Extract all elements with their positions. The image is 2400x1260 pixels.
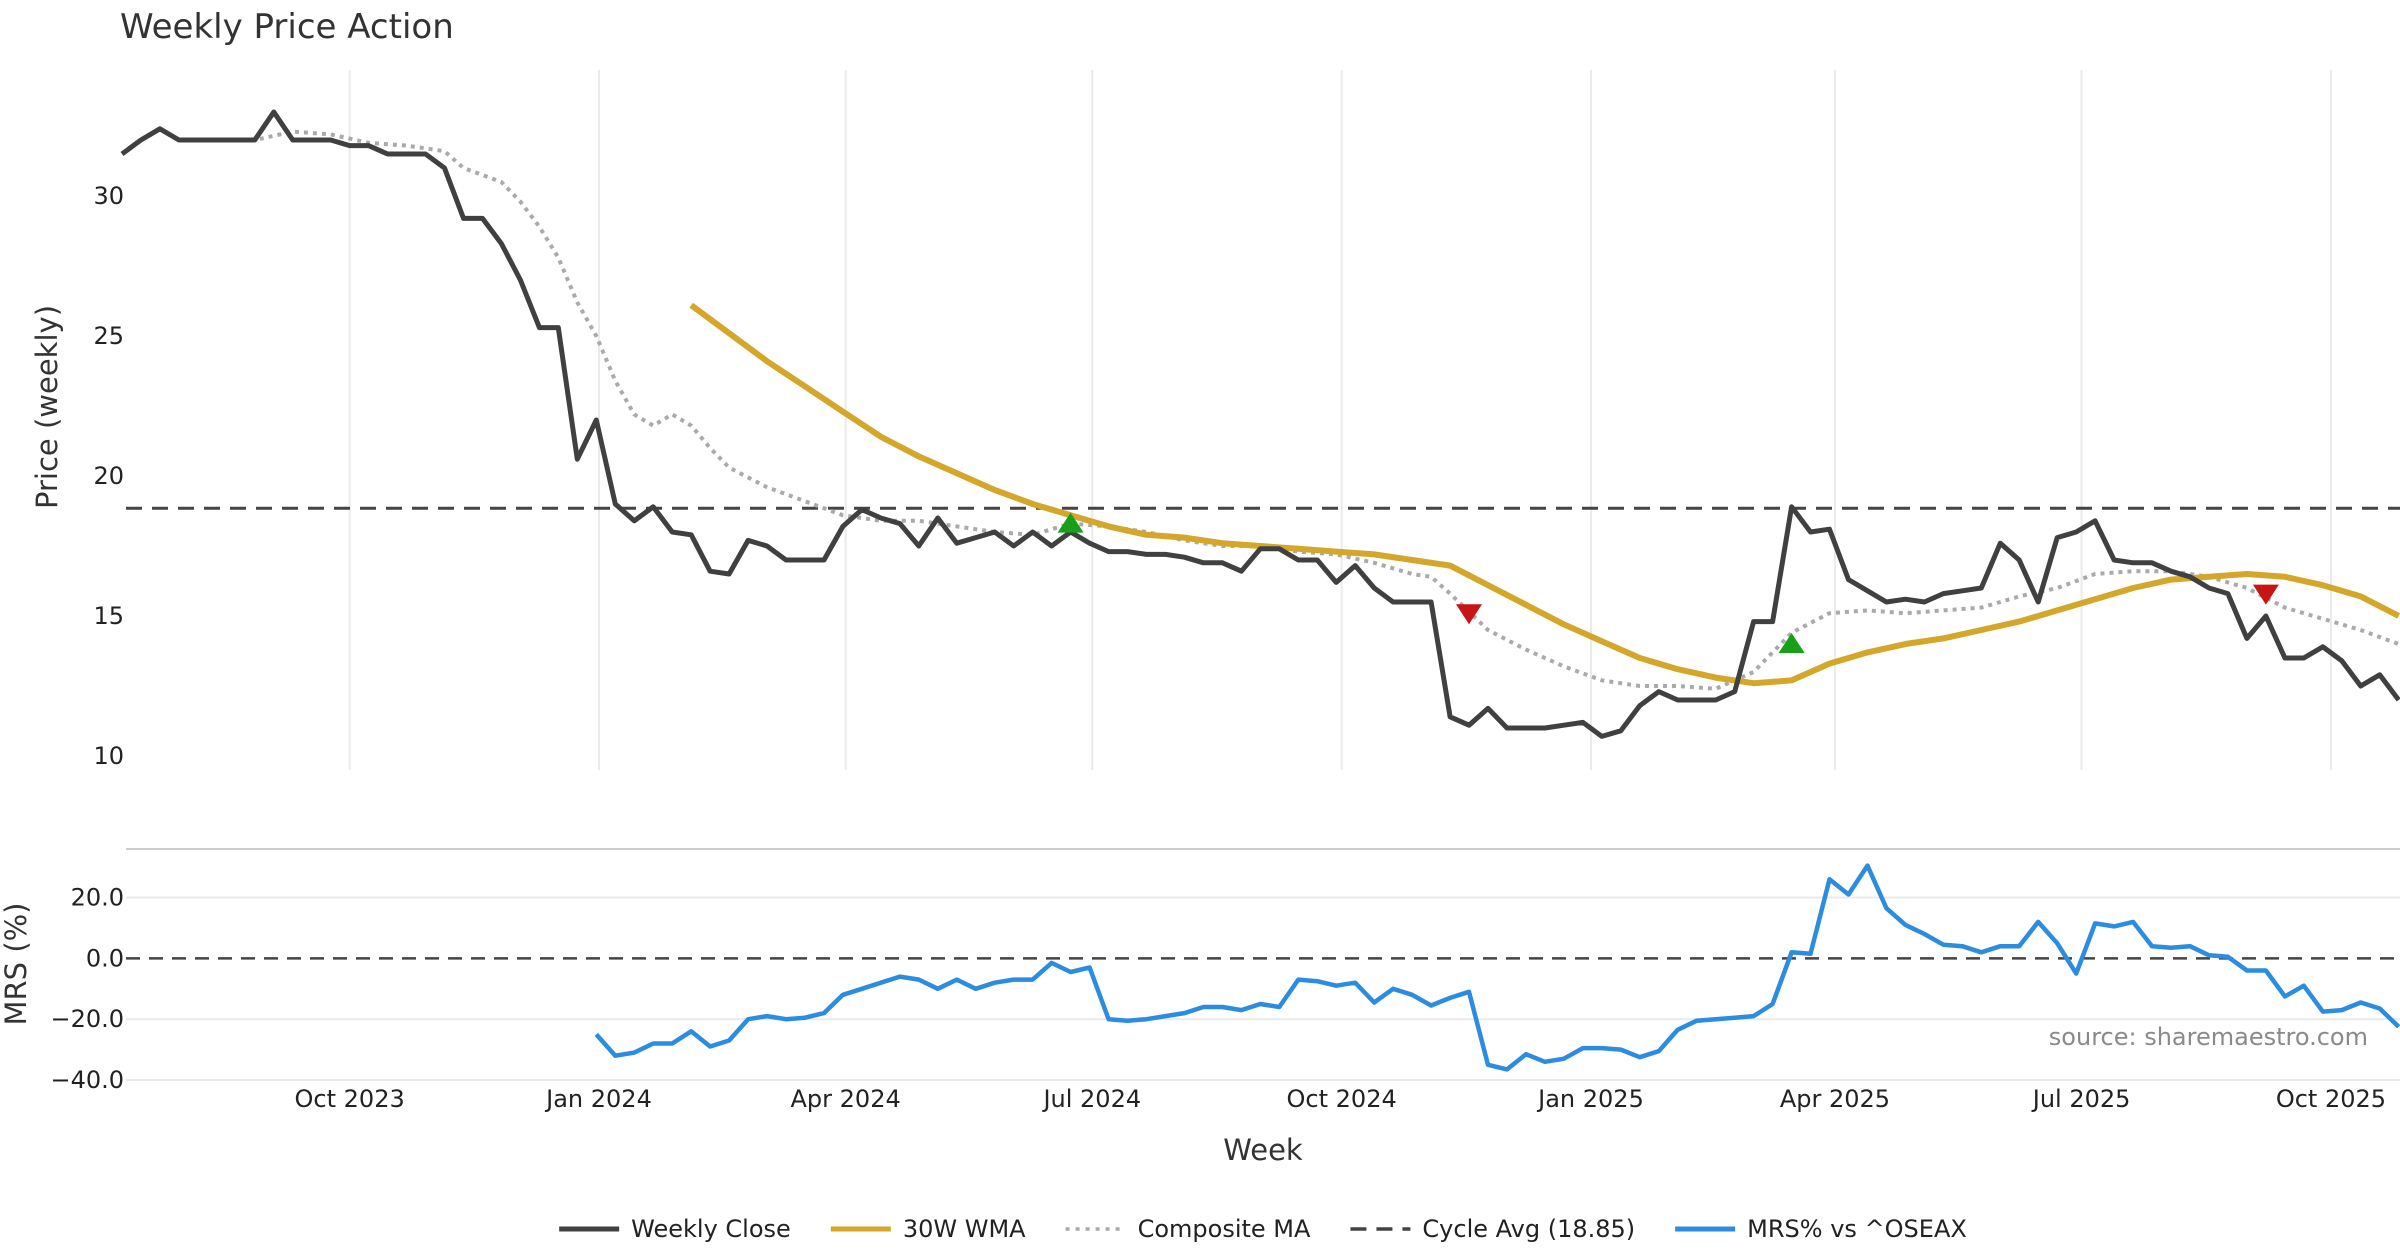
mrs-y-tick-3: −40.0	[50, 1066, 124, 1094]
mrs-panel: 20.0 0.0 −20.0 −40.0 MRS (%) source: sharem…	[0, 863, 2400, 1094]
x-tick-label-4: Oct 2024	[1287, 1085, 1397, 1113]
mrs-line	[594, 863, 2400, 1072]
price-y-tick-2: 20	[93, 462, 124, 490]
signal-markers	[1057, 512, 2279, 653]
mrs-y-tick-0: 20.0	[71, 884, 124, 912]
chart-title: Weekly Price Action	[120, 7, 454, 47]
buy-signal-marker-2	[1778, 633, 1805, 653]
mrs-y-tick-1: 0.0	[86, 944, 124, 972]
price-gridlines	[348, 70, 2332, 770]
x-tick-label-2: Apr 2024	[791, 1085, 901, 1113]
mrs-y-ticks: 20.0 0.0 −20.0 −40.0	[50, 884, 124, 1094]
price-y-tick-0: 10	[93, 742, 124, 770]
x-tick-label-7: Jul 2025	[2031, 1085, 2131, 1113]
legend-label-0: Weekly Close	[631, 1215, 791, 1243]
x-tick-label-3: Jul 2024	[1041, 1085, 1141, 1113]
sell-signal-marker-3	[2252, 584, 2279, 605]
mrs-y-axis-label: MRS (%)	[0, 903, 33, 1026]
price-y-tick-4: 30	[93, 182, 124, 210]
x-tick-label-0: Oct 2023	[295, 1085, 405, 1113]
legend: Weekly Close 30W WMA Composite MA Cycle Avg…	[559, 1215, 1967, 1243]
legend-label-1: 30W WMA	[903, 1215, 1026, 1243]
legend-label-2: Composite MA	[1138, 1215, 1311, 1243]
weekly-close-line	[120, 109, 2400, 739]
x-tick-label-5: Jan 2025	[1536, 1085, 1644, 1113]
price-y-axis-label: Price (weekly)	[30, 305, 64, 509]
price-y-ticks: 10 15 20 25 30	[93, 182, 124, 770]
legend-label-4: MRS% vs ^OSEAX	[1747, 1215, 1967, 1243]
legend-label-3: Cycle Avg (18.85)	[1422, 1215, 1635, 1243]
wma-30w-line	[689, 302, 2400, 687]
price-y-tick-1: 15	[93, 602, 124, 630]
x-tick-label-1: Jan 2024	[544, 1085, 652, 1113]
x-axis-label: Week	[1223, 1133, 1303, 1167]
source-note: source: sharemaestro.com	[2049, 1023, 2368, 1051]
mrs-y-tick-2: −20.0	[50, 1005, 124, 1033]
x-tick-labels: Oct 2023 Jan 2024 Apr 2024 Jul 2024 Oct 2024…	[295, 1085, 2386, 1113]
mrs-gridlines	[126, 896, 2400, 1081]
sell-signal-marker-1	[1456, 604, 1482, 625]
x-tick-label-8: Oct 2025	[2276, 1085, 2386, 1113]
price-y-tick-3: 25	[93, 322, 124, 350]
buy-signal-marker-0	[1057, 512, 1084, 533]
x-tick-label-6: Apr 2025	[1780, 1085, 1890, 1113]
price-panel: 10 15 20 25 30 Price (weekly)	[30, 70, 2400, 770]
